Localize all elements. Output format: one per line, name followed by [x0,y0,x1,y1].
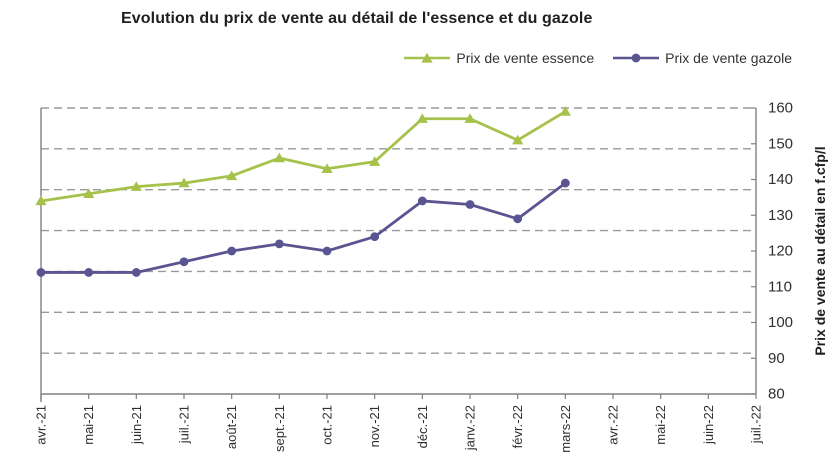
x-axis-label: nov.-21 [367,405,382,447]
y-axis-label: 80 [768,386,785,403]
x-axis-label: avr.-22 [606,405,621,445]
data-point-circle-gazole [465,200,475,209]
y-axis-label: 150 [768,135,793,152]
data-point-triangle-essence [321,163,333,173]
y-axis-label: 110 [768,278,792,295]
data-point-triangle-essence [226,170,238,181]
x-axis-label: oct.-21 [320,405,335,445]
x-axis-label: avr.-21 [34,405,49,445]
y-axis-label: 120 [768,243,793,260]
y-axis-label: 90 [768,350,785,367]
series-line-essence [39,110,567,203]
series-line-gazole [39,181,567,274]
y-axis-label: 140 [768,171,793,188]
data-point-triangle-essence [35,195,47,206]
y-axis-label: 100 [768,314,793,331]
data-point-circle-gazole [513,214,523,224]
data-point-circle-gazole [227,246,237,256]
data-point-triangle-essence [130,181,142,191]
x-axis-label: mai-22 [653,405,668,445]
x-axis-label: juil.-22 [749,405,764,444]
legend-label-gazole: Prix de vente gazole [665,50,792,66]
data-point-triangle-essence [416,113,428,123]
data-point-circle-gazole [84,268,94,277]
data-point-circle-gazole [131,268,141,277]
x-axis-label: juin-22 [701,405,716,445]
data-point-circle-gazole [274,239,284,249]
data-point-circle-gazole [322,246,332,256]
x-axis-label: janv.-22 [463,405,478,451]
data-point-circle-gazole [370,232,380,242]
data-point-circle-gazole [560,178,570,188]
data-point-triangle-essence [512,134,524,145]
x-axis-label: juin-21 [129,405,144,445]
gazole-line-circle-icon [613,53,660,63]
essence-line-triangle-icon [404,52,451,63]
data-point-circle-gazole [179,257,189,267]
x-axis-label: mai-21 [81,405,96,445]
x-axis-label: sept.-21 [272,405,287,452]
data-point-triangle-essence [83,188,95,198]
x-axis-label: mars-22 [558,405,573,453]
legend-label-essence: Prix de vente essence [456,50,595,66]
chart-legend: Prix de vente essence Prix de vente gazo… [403,50,792,66]
data-point-triangle-essence [464,113,476,123]
data-point-triangle-essence [559,106,571,116]
data-point-circle-gazole [36,268,46,277]
chart-title: Evolution du prix de vente au détail de … [121,10,593,27]
y-axis-title: Prix de vente au détail en f.cfp/l [812,146,828,355]
data-point-circle-gazole [417,196,427,206]
x-axis-label: août-21 [224,405,239,449]
y-axis-label: 130 [768,207,793,224]
legend-item-essence: Prix de vente essence [403,50,594,66]
x-axis-label: févr.-22 [510,405,525,448]
y-axis-label: 160 [768,100,793,117]
legend-item-gazole: Prix de vente gazole [612,50,792,66]
data-point-triangle-essence [369,156,381,166]
data-point-triangle-essence [273,152,285,163]
x-axis-label: juil.-21 [177,405,192,444]
data-point-triangle-essence [178,177,190,188]
x-axis-label: déc.-21 [415,405,430,448]
